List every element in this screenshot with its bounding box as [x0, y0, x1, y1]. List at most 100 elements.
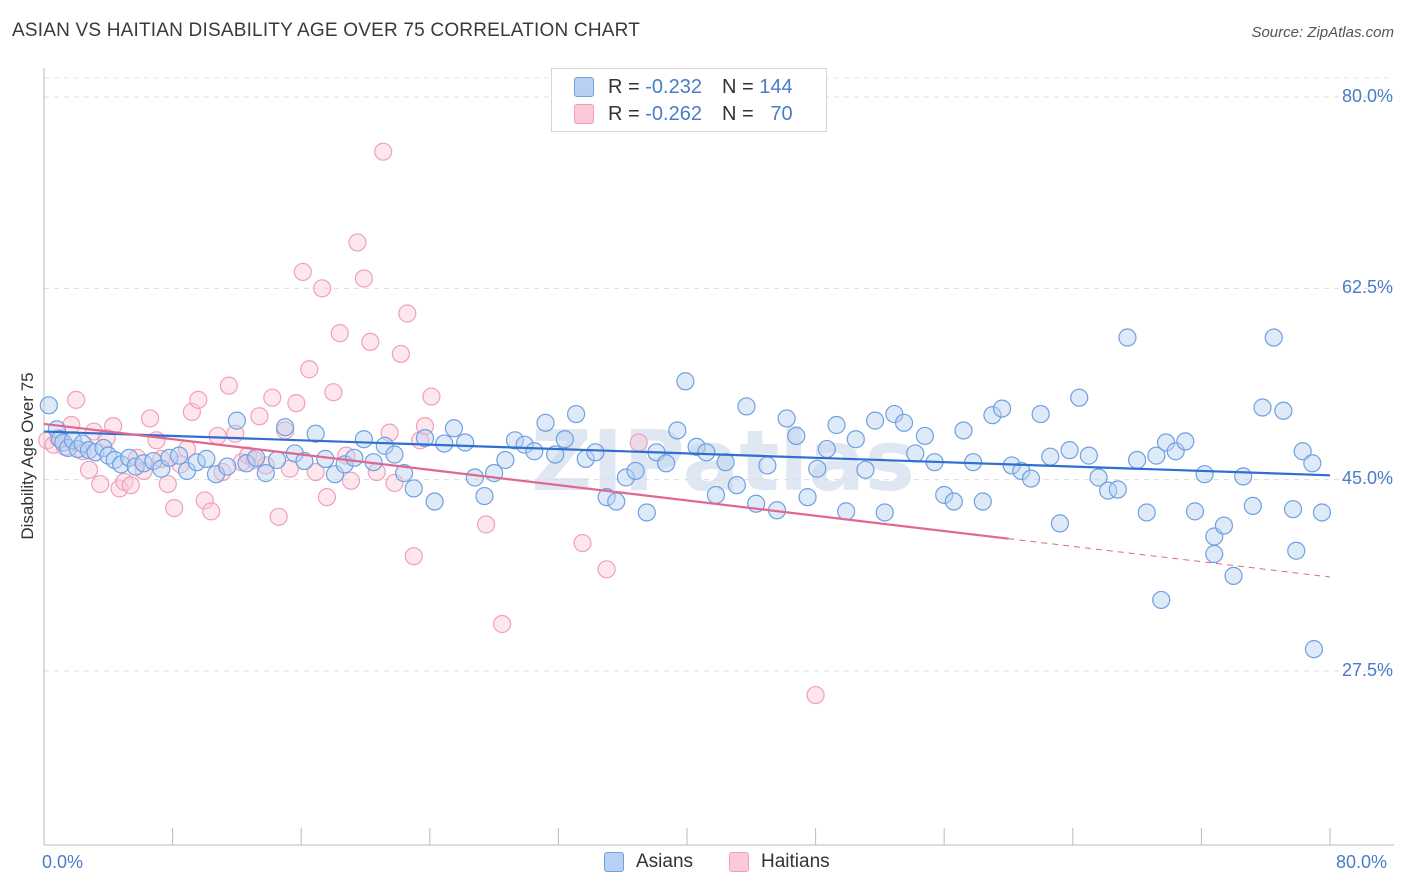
asian-point [1099, 481, 1118, 500]
asian-point [706, 485, 726, 505]
asian-point [536, 413, 555, 432]
asian-point [992, 399, 1012, 418]
haitians-r-label: R = [608, 102, 640, 125]
haitian-point [293, 262, 312, 282]
asian-point [227, 411, 246, 430]
y-tick-label-27-5: 27.5% [1341, 660, 1393, 680]
asian-point [697, 443, 716, 462]
asian-point [727, 476, 746, 495]
asian-point [777, 409, 796, 428]
asian-point [1303, 454, 1322, 473]
y-tick-label-80: 80.0% [1341, 86, 1393, 106]
asian-point [1050, 514, 1070, 533]
asian-point [39, 396, 58, 415]
asian-point [1224, 566, 1243, 585]
x-tick-label-max: 80.0% [1336, 852, 1388, 872]
asian-point [1108, 480, 1127, 499]
haitian-point [493, 614, 512, 634]
asian-point [456, 433, 475, 452]
asian-point [345, 448, 364, 467]
asian-point [1195, 465, 1214, 484]
haitian-point [67, 390, 86, 409]
asian-point [1031, 404, 1050, 424]
asian-point [385, 445, 404, 464]
legend-row-asians: R = -0.232 N = 144 [574, 74, 793, 100]
asian-point [444, 419, 464, 438]
haitian-point [269, 507, 288, 526]
haitian-point [476, 515, 496, 534]
asian-point [505, 431, 525, 450]
asian-point [496, 450, 515, 470]
haitian-point [348, 233, 367, 252]
asian-point [973, 492, 992, 511]
haitian-point [250, 407, 269, 426]
haitian-point [597, 560, 616, 579]
asian-point [73, 434, 92, 453]
asian-point [546, 445, 565, 464]
asian-point [306, 424, 325, 443]
asian-point [197, 449, 216, 468]
asian-point [983, 406, 1002, 425]
chart-source: Source: ZipAtlas.com [1251, 24, 1394, 41]
haitian-point [165, 498, 184, 518]
asian-point [1293, 442, 1312, 461]
x-tick-label-min: 0.0% [42, 852, 84, 872]
asian-point [555, 430, 574, 449]
asian-point [1147, 446, 1166, 465]
haitian-point [300, 360, 319, 379]
asian-point [1021, 469, 1041, 488]
asian-point [325, 465, 345, 484]
asian-point [218, 457, 237, 476]
asian-point [1137, 503, 1156, 522]
asian-point [1274, 401, 1293, 420]
y-tick-label-62-5: 62.5% [1341, 277, 1393, 297]
haitians-legend-swatch [729, 852, 749, 872]
asian-point [276, 418, 295, 437]
haitian-point [195, 491, 214, 510]
asian-point [267, 450, 287, 470]
haitian-point [324, 383, 343, 402]
haitian-point [806, 685, 825, 705]
asian-point [716, 453, 735, 472]
asian-point [758, 456, 777, 475]
asian-point [465, 468, 484, 487]
asian-point [525, 442, 544, 461]
haitian-point [573, 533, 592, 553]
asian-point [856, 460, 875, 479]
asian-point [566, 404, 586, 424]
haitian-point [330, 324, 349, 343]
asian-point [846, 430, 865, 449]
haitian-point [385, 473, 404, 493]
asian-point [1304, 640, 1324, 659]
haitian-point [354, 269, 373, 288]
asians-n-value: 144 [759, 75, 793, 98]
haitian-point [317, 488, 337, 507]
asian-point [1205, 544, 1224, 564]
haitians-trend-line [43, 422, 1009, 540]
asian-point [1264, 328, 1283, 347]
asian-point [1253, 398, 1272, 417]
asian-point [637, 503, 656, 522]
asian-point [1127, 450, 1147, 470]
asian-point [1176, 432, 1195, 451]
haitian-point [287, 394, 306, 413]
asian-point [657, 454, 676, 473]
asian-point [1079, 446, 1098, 465]
asian-point [1243, 496, 1262, 516]
asian-point [1287, 541, 1306, 560]
bottom-legend-haitians: Haitians [729, 851, 830, 873]
haitian-point [256, 456, 275, 475]
asian-point [295, 451, 314, 471]
asians-trend-line [43, 430, 1331, 477]
legend-row-haitians: R = -0.262 N = 70 [574, 101, 793, 127]
asian-point [875, 503, 894, 522]
asian-point [354, 430, 373, 449]
asian-point [687, 437, 706, 456]
asian-point [668, 421, 687, 440]
asian-point [935, 485, 954, 505]
asian-point [425, 492, 444, 511]
asian-point [247, 448, 266, 467]
asian-point [394, 464, 414, 483]
haitian-point [391, 344, 410, 364]
